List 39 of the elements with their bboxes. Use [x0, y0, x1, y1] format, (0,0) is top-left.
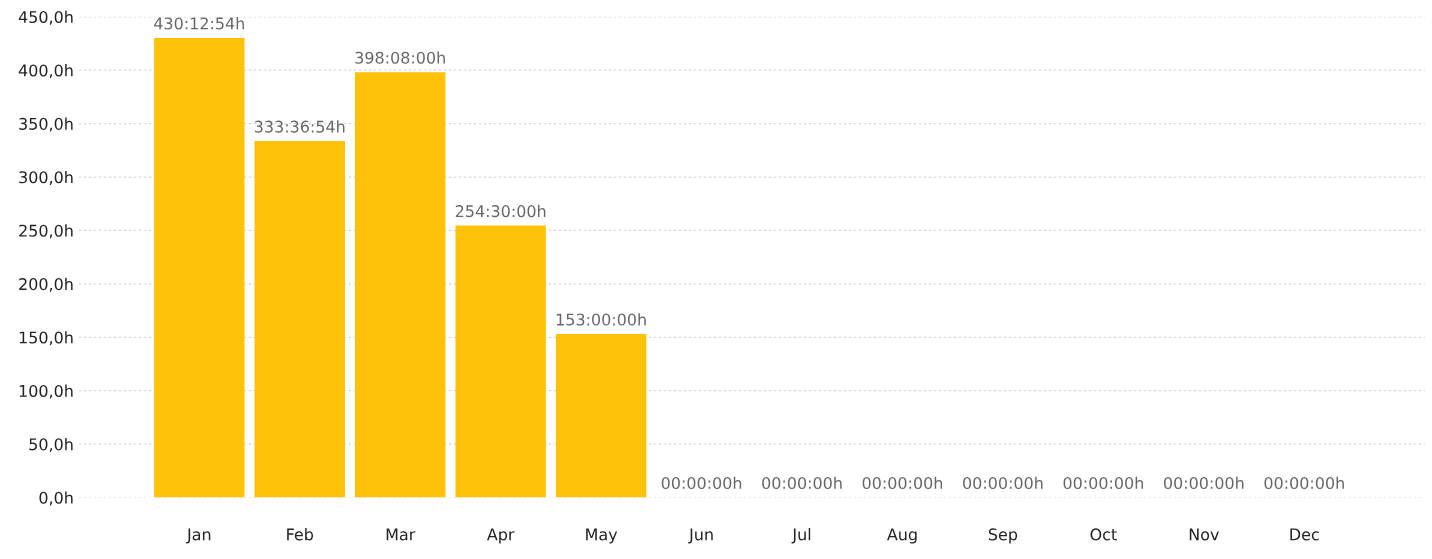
x-tick-label: Jul	[791, 528, 811, 544]
y-tick-label: 400,0h	[18, 64, 73, 79]
bar	[254, 141, 345, 498]
x-tick-label: Feb	[287, 528, 314, 541]
data-label: 333:36:54h	[254, 120, 345, 133]
bar	[455, 225, 546, 498]
y-tick-label: 150,0h	[19, 331, 73, 346]
x-tick-label: Jun	[688, 528, 713, 544]
data-label: 254:30:00h	[455, 204, 546, 218]
y-tick-label: 0,0h	[39, 491, 73, 506]
bar	[555, 334, 647, 498]
y-tick-label: 350,0h	[19, 117, 73, 132]
y-tick-label: 100,0h	[19, 384, 73, 399]
data-label: 00:00:00h	[1163, 476, 1244, 490]
y-tick-label: 200,0h	[19, 277, 73, 292]
data-label: 153:00:00h	[556, 313, 646, 326]
data-label: 00:00:00h	[862, 476, 943, 490]
x-tick-label: Dec	[1290, 528, 1319, 541]
y-tick-label: 450,0h	[18, 10, 73, 25]
data-label: 00:00:00h	[762, 476, 842, 490]
x-tick-label: Aug	[887, 528, 917, 544]
bar	[154, 37, 245, 498]
x-tick-label: Oct	[1090, 528, 1117, 541]
data-label: 430:12:54h	[154, 17, 244, 30]
y-tick-label: 50,0h	[29, 438, 73, 453]
x-tick-label: Sep	[988, 528, 1018, 544]
x-tick-label: Apr	[486, 528, 515, 544]
data-label: 00:00:00h	[661, 476, 742, 490]
bar	[355, 72, 446, 498]
y-tick-label: 300,0h	[19, 170, 73, 185]
x-tick-label: Nov	[1189, 528, 1219, 541]
data-label: 00:00:00h	[963, 476, 1043, 490]
data-label: 398:08:00h	[355, 51, 445, 64]
data-label: 00:00:00h	[1264, 476, 1344, 490]
x-tick-label: Jan	[186, 528, 211, 544]
y-tick-label: 250,0h	[19, 224, 73, 239]
data-label: 00:00:00h	[1063, 476, 1143, 490]
x-tick-label: Mar	[386, 528, 416, 541]
x-tick-label: May	[586, 528, 618, 544]
